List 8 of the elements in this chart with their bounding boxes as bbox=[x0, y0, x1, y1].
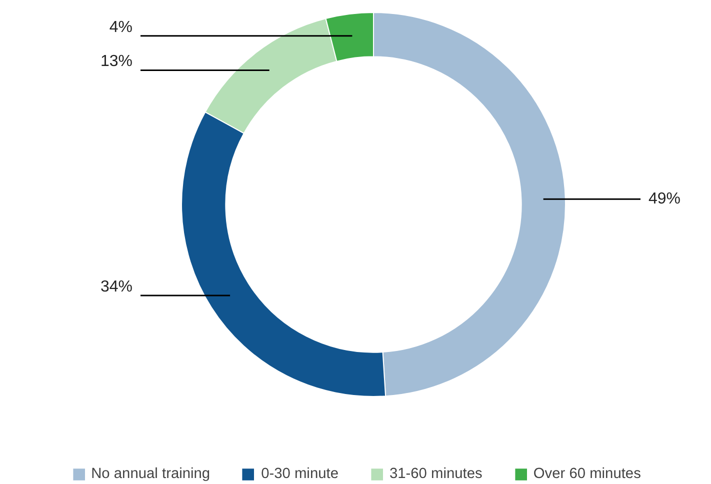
data-label: 4% bbox=[109, 18, 132, 36]
legend-label: 31-60 minutes bbox=[389, 466, 482, 482]
legend-label: Over 60 minutes bbox=[533, 466, 641, 482]
data-label: 34% bbox=[100, 278, 133, 296]
data-label: 49% bbox=[648, 190, 681, 208]
data-label: 13% bbox=[100, 53, 133, 70]
legend-label: No annual training bbox=[91, 466, 210, 482]
legend-label: 0-30 minute bbox=[261, 466, 338, 482]
